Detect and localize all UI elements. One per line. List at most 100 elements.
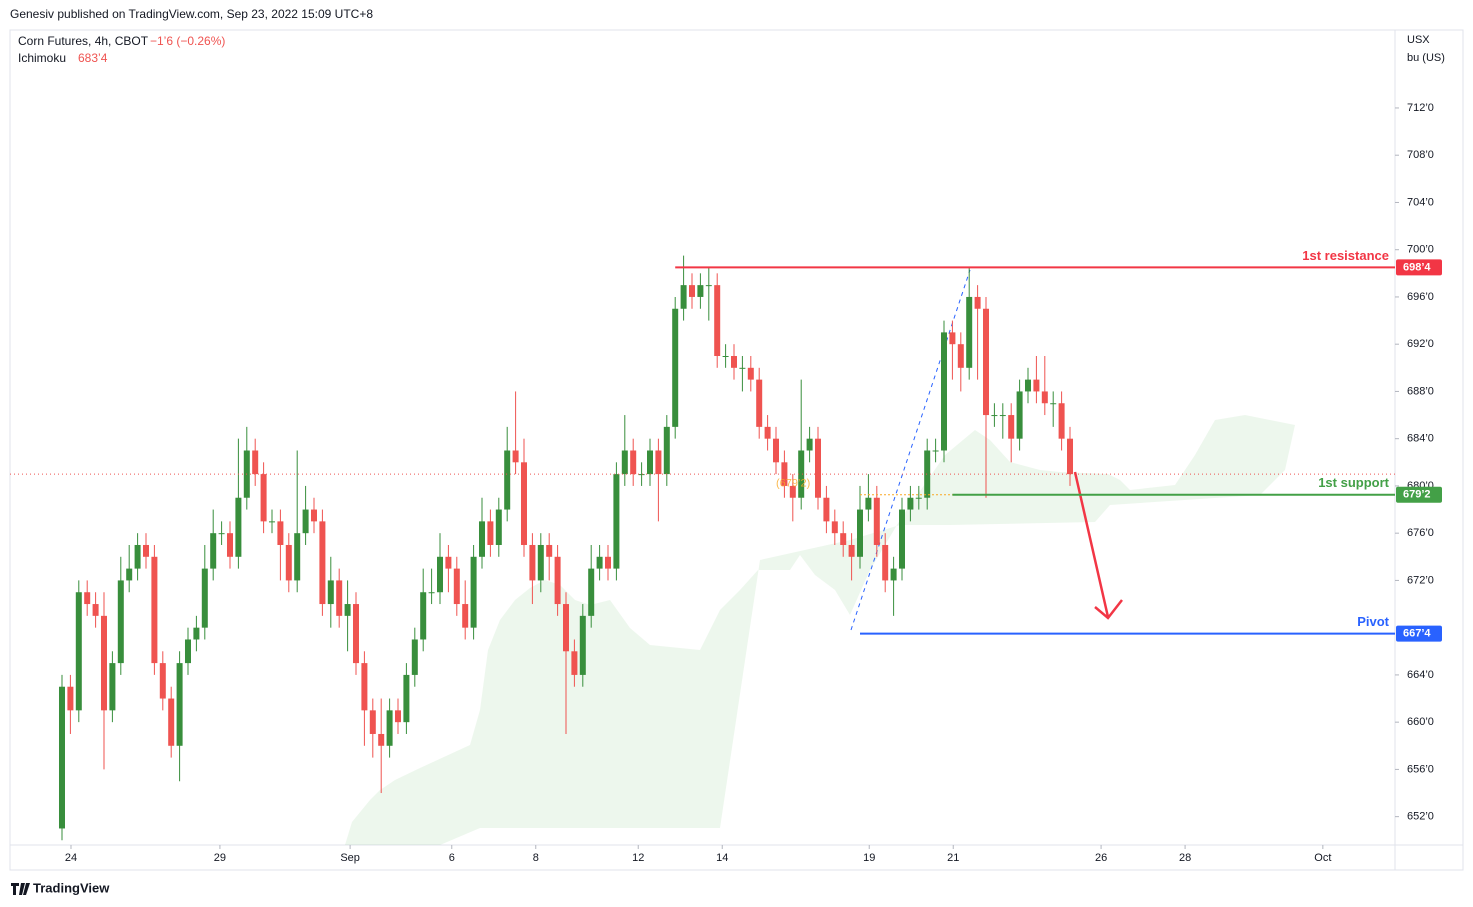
footer-logo — [11, 883, 30, 895]
y-tick-label: 700’0 — [1407, 244, 1434, 256]
candle-body — [571, 651, 578, 675]
y-tick-label: 692’0 — [1407, 338, 1434, 350]
y-tick-label: 696’0 — [1407, 291, 1434, 303]
price-tag — [1396, 625, 1442, 642]
candle-body — [394, 710, 401, 723]
candle-body — [731, 356, 738, 368]
candle-body — [252, 450, 259, 475]
candle-body — [319, 521, 326, 605]
candle-body — [1033, 379, 1040, 392]
candle-body — [596, 556, 603, 569]
fib-label: (679’2) — [776, 478, 810, 490]
candle-body — [386, 710, 393, 746]
y-tick-label: 664’0 — [1407, 669, 1434, 681]
x-tick-label: 19 — [863, 852, 875, 864]
price-tag — [1396, 486, 1442, 503]
candle-body — [1025, 379, 1032, 392]
y-tick-label: 704’0 — [1407, 196, 1434, 208]
candle-body — [184, 639, 191, 664]
candle-body — [924, 450, 931, 498]
candle-body — [588, 568, 595, 616]
y-tick-label: 708’0 — [1407, 149, 1434, 161]
candle-body — [655, 450, 662, 475]
candle-body — [1058, 403, 1065, 439]
candle-body — [495, 509, 502, 545]
candle-body — [487, 521, 494, 545]
x-tick-label: 12 — [632, 852, 644, 864]
candle-body — [781, 462, 788, 486]
candle-body — [604, 556, 611, 569]
candle-body — [630, 450, 637, 475]
y-tick-label: 652’0 — [1407, 811, 1434, 823]
candle-body — [268, 521, 275, 523]
candle-body — [907, 497, 914, 510]
candle-body — [756, 379, 763, 427]
candle-body — [773, 438, 780, 463]
candle-body — [579, 615, 586, 675]
candle-body — [613, 474, 620, 569]
published-note: Genesiv published on TradingView.com, Se… — [10, 7, 373, 21]
candle-body — [428, 592, 435, 594]
candle-body — [554, 556, 561, 605]
candle-body — [688, 285, 695, 297]
y-tick-label: 684’0 — [1407, 433, 1434, 445]
candle-body — [991, 415, 998, 417]
candle-body — [142, 544, 149, 557]
level-name: Pivot — [1357, 614, 1389, 629]
candle-body — [941, 332, 948, 451]
candle-body — [235, 497, 242, 557]
candle-body — [646, 450, 653, 475]
candle-body — [932, 450, 939, 452]
candle-body — [58, 686, 65, 829]
candle-body — [218, 533, 225, 535]
candle-body — [966, 296, 973, 368]
candle-body — [529, 544, 536, 581]
candle-body — [470, 556, 477, 628]
candle-body — [420, 592, 427, 640]
candle-body — [672, 308, 679, 427]
x-tick-label: 26 — [1095, 852, 1107, 864]
candle-body — [1041, 391, 1048, 404]
candle-body — [873, 497, 880, 545]
candle-body — [621, 450, 628, 475]
candle-body — [159, 663, 166, 699]
candle-body — [176, 663, 183, 746]
candle-body — [462, 604, 469, 628]
x-tick-label: 28 — [1179, 852, 1191, 864]
candle-body — [92, 604, 99, 616]
y-tick-label: 656’0 — [1407, 763, 1434, 775]
candle-body — [638, 474, 645, 476]
x-tick-label: 29 — [214, 852, 226, 864]
candle-body — [899, 509, 906, 569]
candle-body — [798, 450, 805, 498]
candle-body — [84, 592, 91, 605]
candle-body — [260, 474, 267, 522]
candle-body — [890, 568, 897, 581]
footer-brand: TradingView — [33, 880, 110, 895]
candle-body — [201, 568, 208, 628]
x-tick-label: 6 — [449, 852, 455, 864]
candle-body — [126, 568, 133, 581]
symbol: Corn Futures, 4h, CBOT — [18, 34, 149, 48]
candle-body — [714, 285, 721, 356]
candle-body — [453, 568, 460, 605]
candle-body — [352, 604, 359, 664]
candle-body — [302, 509, 309, 534]
y-tick-label: 672’0 — [1407, 574, 1434, 586]
overlay: 1st resistance 698’4 1st support 679’2 Pivot… — [675, 248, 1442, 642]
candle-body — [789, 485, 796, 498]
candle-body — [134, 544, 141, 569]
candle-body — [764, 426, 771, 439]
unit-bottom: bu (US) — [1407, 52, 1445, 64]
candle-body — [705, 285, 712, 287]
candle-body — [974, 296, 981, 309]
level-name: 1st support — [1318, 475, 1389, 490]
candle-body — [831, 521, 838, 534]
candle-body — [957, 344, 964, 368]
x-tick-label: 21 — [947, 852, 959, 864]
price-tag-label: 679’2 — [1403, 489, 1431, 501]
candle-body — [983, 308, 990, 416]
candle-body — [512, 450, 519, 463]
candle-body — [848, 544, 855, 557]
